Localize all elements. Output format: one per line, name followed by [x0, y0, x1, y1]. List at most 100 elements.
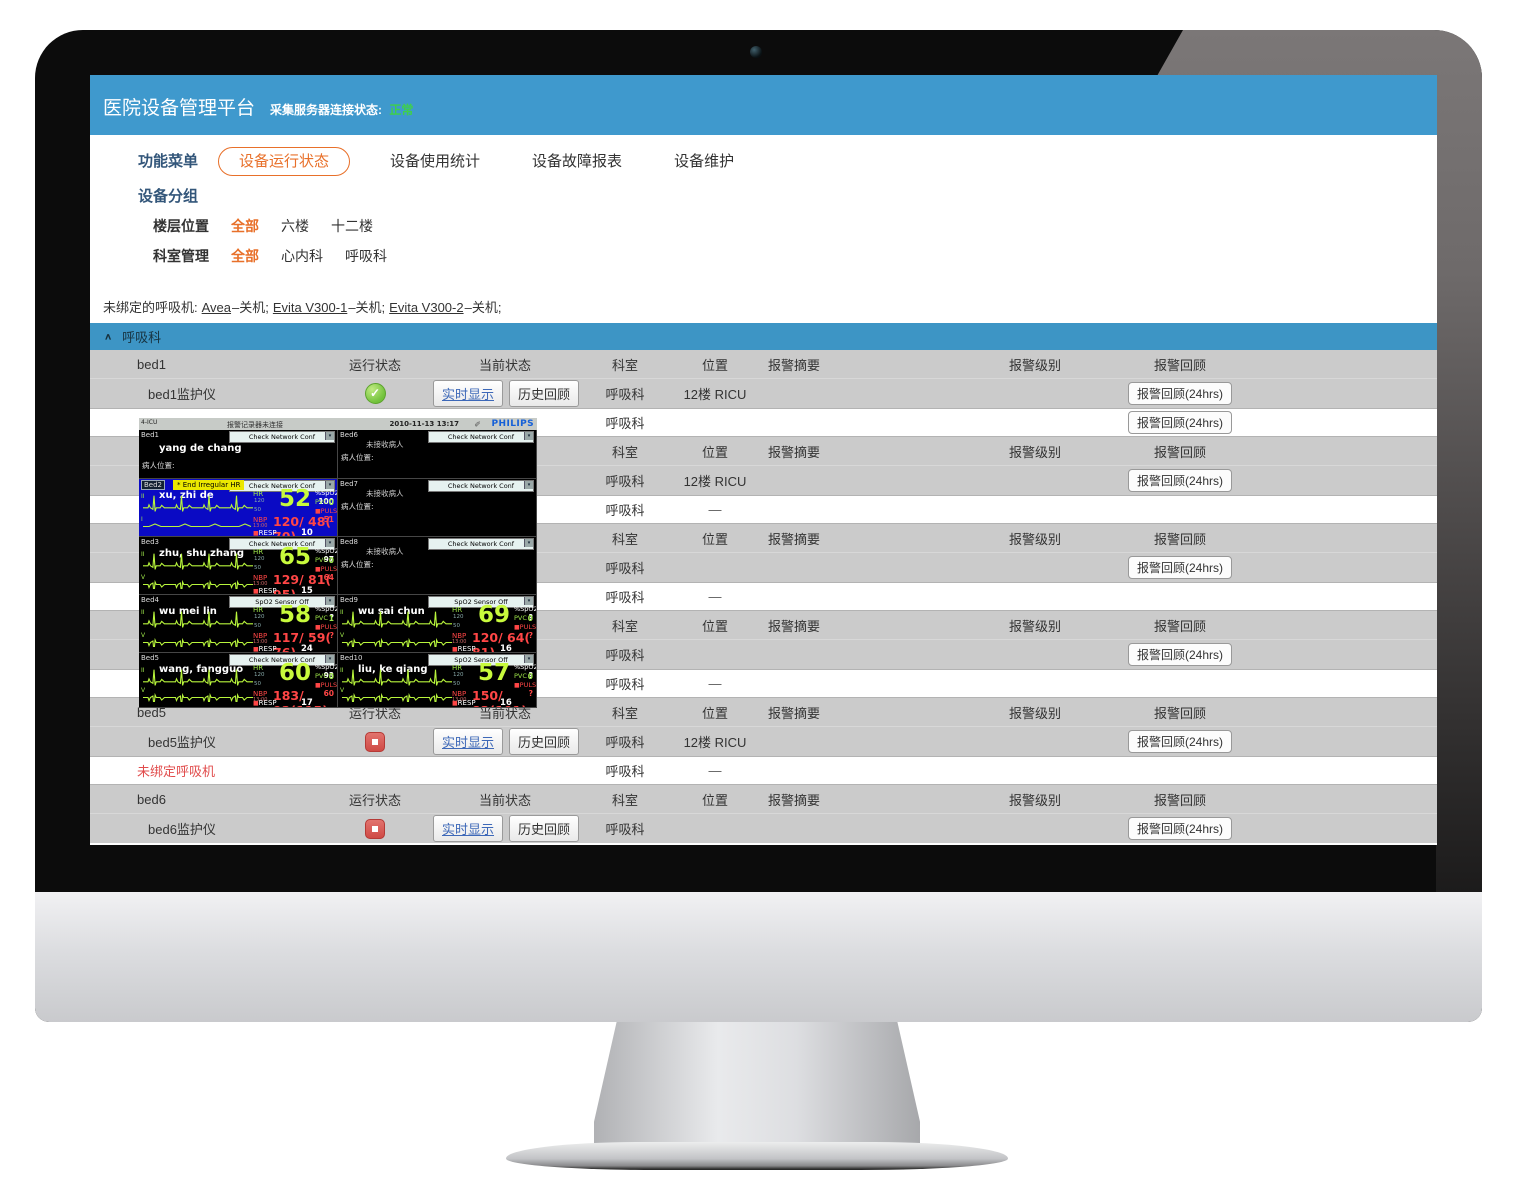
resp-label: ■RESP: [452, 645, 476, 653]
bed-settings-dropdown[interactable]: Check Network Conf ▾: [229, 538, 335, 550]
monitor-bed-bed7[interactable]: Bed7 Check Network Conf ▾ 未接收病人 病人位置:: [338, 479, 537, 537]
nbp-time: 13:00: [452, 639, 467, 645]
monitor-bed-bed6[interactable]: Bed6 Check Network Conf ▾ 未接收病人 病人位置:: [338, 430, 537, 479]
bed-settings-dropdown[interactable]: Check Network Conf ▾: [229, 654, 335, 666]
history-review-button[interactable]: 历史回顾: [509, 728, 580, 755]
alarm-review-24hrs-button[interactable]: 报警回顾(24hrs): [1127, 643, 1232, 666]
hr-limit-high: 120: [254, 556, 265, 562]
nbp-time: 13:00: [253, 697, 268, 703]
ventilator-link[interactable]: Evita V300-1: [272, 300, 348, 315]
ecg-lead-label: II: [141, 551, 145, 558]
filter-option[interactable]: 全部: [231, 218, 259, 234]
hr-limit-high: 120: [254, 498, 265, 504]
column-header: 报警级别: [1008, 357, 1061, 373]
nbp-label: NBP: [253, 632, 268, 640]
filter-option[interactable]: 心内科: [281, 248, 323, 264]
department-cell: 呼吸科: [605, 648, 645, 663]
device-status: [320, 731, 430, 752]
history-review-button[interactable]: 历史回顾: [509, 815, 580, 842]
bed-settings-dropdown[interactable]: Check Network Conf ▾: [428, 480, 534, 492]
bed-settings-dropdown[interactable]: Check Network Conf ▾: [428, 538, 534, 550]
alarm-review-24hrs-button[interactable]: 报警回顾(24hrs): [1127, 730, 1232, 753]
alarm-review-24hrs-button[interactable]: 报警回顾(24hrs): [1127, 556, 1232, 579]
alarm-review-24hrs-button[interactable]: 报警回顾(24hrs): [1127, 469, 1232, 492]
tab-3[interactable]: 设备故障报表: [532, 152, 623, 170]
bed-settings-dropdown[interactable]: Check Network Conf ▾: [428, 431, 534, 443]
ecg-waveform: [143, 666, 253, 692]
filter-panel: 楼层位置 全部 六楼 十二楼 科室管理 全部 心内科 呼吸科: [153, 211, 409, 271]
filter-option[interactable]: 六楼: [281, 218, 309, 234]
bed-settings-dropdown[interactable]: SpO2 Sensor Off ▾: [229, 596, 335, 608]
dropdown-caret-icon: ▾: [325, 481, 334, 489]
ventilator-link[interactable]: Evita V300-2: [389, 300, 464, 315]
monitor-bed-bed10[interactable]: Bed10 SpO2 Sensor Off ▾ liu, ke qiang II V HR 1…: [338, 653, 537, 708]
hr-alarm-message: * End Irregular HR: [173, 480, 245, 490]
location-cell: —: [708, 589, 722, 604]
patient-name: wang, fangguo: [159, 664, 244, 675]
tab-1[interactable]: 设备运行状态: [218, 146, 351, 176]
bed-settings-dropdown[interactable]: Check Network Conf ▾: [229, 431, 335, 443]
vital-row: ■PULSE60: [315, 681, 337, 698]
alarm-review-24hrs-button[interactable]: 报警回顾(24hrs): [1127, 817, 1232, 840]
column-header: 报警摘要: [768, 357, 821, 373]
bed-label: Bed5: [141, 654, 160, 662]
dropdown-caret-icon: ▾: [325, 597, 334, 605]
vital-value: 100: [318, 497, 334, 506]
realtime-display-button[interactable]: 实时显示: [433, 728, 504, 755]
section-bar-respiratory[interactable]: ∧ 呼吸科: [90, 323, 1437, 350]
ecg-waveform: [143, 573, 253, 594]
filter-option[interactable]: 全部: [231, 248, 259, 264]
ecg-lead-label: V: [141, 687, 146, 694]
ecg-lead-label: II: [340, 667, 344, 674]
filter-option[interactable]: 呼吸科: [345, 248, 387, 264]
bed-label: Bed1: [141, 431, 160, 439]
bed-settings-dropdown[interactable]: SpO2 Sensor Off ▾: [428, 654, 534, 666]
monitor-device-row: bed5监护仪 实时显示 历史回顾 呼吸科 12楼 RICU 报警回顾(24hrs): [90, 727, 1437, 756]
realtime-display-button[interactable]: 实时显示: [433, 380, 504, 407]
location-cell: —: [708, 763, 722, 778]
alarm-review-24hrs-button[interactable]: 报警回顾(24hrs): [1127, 411, 1232, 434]
ventilator-link[interactable]: Avea: [201, 300, 232, 315]
alarm-review-24hrs-button[interactable]: 报警回顾(24hrs): [1127, 382, 1232, 405]
app-header: 医院设备管理平台 采集服务器连接状态: 正常: [90, 75, 1437, 135]
hr-value: 57: [477, 660, 510, 686]
monitor-bed-bed5[interactable]: Bed5 Check Network Conf ▾ wang, fangguo II V H…: [139, 653, 338, 708]
device-name: 未绑定呼吸机: [137, 764, 216, 779]
ventilator-state: –关机;: [232, 300, 269, 315]
no-patient-label: 未接收病人: [366, 547, 404, 556]
vital-row: %SpO2 93: [315, 663, 337, 680]
alarm-recorder-status: 报警记录器未连接: [227, 421, 283, 429]
filter-option[interactable]: 十二楼: [331, 218, 373, 234]
vital-label: %SpO2: [514, 605, 537, 613]
bed-settings-dropdown[interactable]: Check Network Conf ▾: [229, 480, 335, 492]
hr-limit-low: 50: [254, 507, 261, 513]
ecg-lead-label: II: [141, 609, 145, 616]
vital-row: PVC 0: [315, 498, 334, 507]
monitor-bed-bed8[interactable]: Bed8 Check Network Conf ▾ 未接收病人 病人位置:: [338, 537, 537, 595]
column-header: 运行状态: [348, 792, 401, 808]
tab-2[interactable]: 设备使用统计: [390, 152, 481, 170]
department-cell: 呼吸科: [605, 474, 645, 489]
resp-value: 24: [301, 644, 313, 653]
alarm-off-icon: ■: [253, 530, 259, 537]
alarm-off-icon: ■: [253, 700, 259, 707]
monitor-bed-bed4[interactable]: Bed4 SpO2 Sensor Off ▾ wu mei lin II V HR 120 50…: [139, 595, 338, 653]
history-review-button[interactable]: 历史回顾: [509, 380, 580, 407]
vital-row: PVC 0: [315, 672, 334, 681]
hr-label: HR: [253, 548, 264, 556]
monitor-bed-bed2[interactable]: Bed2 Check Network Conf ▾ * End Irregular H…: [139, 479, 338, 537]
column-header: 位置: [701, 705, 728, 721]
philips-logo: PHILIPS: [491, 419, 534, 429]
monitor-bed-bed1[interactable]: Bed1 Check Network Conf ▾ yang de chang 病人位置…: [139, 430, 338, 479]
monitor-bed-bed9[interactable]: Bed9 SpO2 Sensor Off ▾ wu sai chun II V HR 120 5…: [338, 595, 537, 653]
vital-row: ■PULSE51: [315, 507, 337, 524]
nbp-time: 13:00: [452, 697, 467, 703]
realtime-display-button[interactable]: 实时显示: [433, 815, 504, 842]
status-running-icon: ✓: [364, 383, 386, 404]
vital-row: %SpO2?: [514, 663, 536, 680]
bed-settings-dropdown[interactable]: SpO2 Sensor Off ▾: [428, 596, 534, 608]
hr-limit-low: 50: [254, 623, 261, 629]
tab-4[interactable]: 设备维护: [674, 152, 735, 170]
alarm-review-cell: 报警回顾(24hrs): [1100, 817, 1260, 840]
monitor-bed-bed3[interactable]: Bed3 Check Network Conf ▾ zhu, shu zhang II V…: [139, 537, 338, 595]
